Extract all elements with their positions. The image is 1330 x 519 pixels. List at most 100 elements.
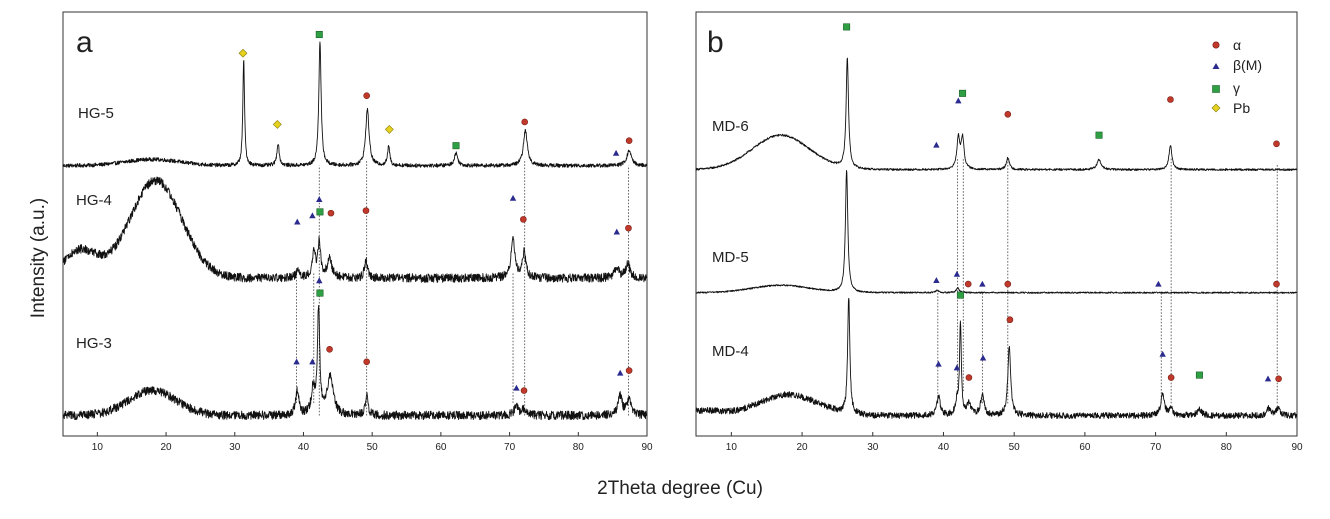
legend-beta-icon: [1212, 63, 1220, 69]
trace-md-5: [695, 169, 1298, 294]
phase-marker-beta: [513, 384, 520, 391]
phase-marker-alpha: [327, 209, 335, 217]
legend-item-pb: Pb: [1211, 100, 1250, 116]
phase-marker-pb: [238, 48, 248, 58]
x-tick-label: 40: [938, 442, 950, 453]
x-tick-label: 80: [1221, 442, 1233, 453]
phase-marker-alpha: [362, 207, 370, 214]
x-tick-label: 20: [160, 442, 172, 453]
legend-gamma-icon: [1212, 85, 1220, 93]
legend-label-pb: Pb: [1233, 100, 1250, 116]
phase-marker-alpha: [326, 345, 333, 353]
phase-marker-beta: [953, 270, 961, 277]
x-tick-label: 90: [641, 442, 653, 453]
phase-marker-alpha: [625, 224, 632, 232]
phase-marker-beta: [1155, 280, 1162, 287]
x-tick-label: 40: [298, 442, 310, 453]
x-tick-label: 70: [1150, 442, 1162, 453]
phase-marker-beta: [953, 364, 961, 371]
phase-marker-gamma: [1095, 131, 1103, 139]
phase-marker-alpha: [520, 216, 527, 223]
series-label-md-4: MD-4: [712, 343, 749, 360]
phase-marker-alpha: [1006, 316, 1014, 324]
legend-item-alpha: α: [1212, 37, 1241, 53]
series-label-hg-5: HG-5: [78, 105, 114, 122]
phase-marker-alpha: [1167, 374, 1175, 381]
series-label-md-6: MD-6: [712, 118, 749, 135]
phase-marker-beta: [316, 196, 323, 202]
phase-marker-beta: [309, 358, 316, 365]
trace-hg-5: [62, 41, 648, 168]
x-tick-label: 30: [867, 442, 879, 453]
phase-marker-alpha: [965, 374, 973, 381]
phase-marker-beta: [293, 358, 300, 365]
legend-label-beta: β(M): [1233, 57, 1262, 73]
panel-b-frame: [695, 11, 1298, 437]
x-tick-label: 10: [92, 442, 104, 453]
phase-marker-gamma: [452, 142, 460, 150]
phase-marker-alpha: [363, 358, 370, 366]
panel-b: 10 20 30 40 50 60 70 80 90 b MD-6 MD-5 MD-4 α β(…: [695, 11, 1303, 453]
panel-a-frame: [62, 11, 648, 437]
series-label-md-5: MD-5: [712, 249, 749, 266]
x-tick-label: 90: [1291, 442, 1303, 453]
phase-marker-gamma: [316, 208, 324, 216]
phase-marker-beta: [309, 212, 316, 219]
phase-marker-alpha: [520, 387, 528, 394]
phase-marker-gamma: [843, 23, 851, 31]
series-label-hg-4: HG-4: [76, 192, 112, 209]
panel-b-letter: b: [707, 26, 724, 59]
panel-b-series-labels: MD-6 MD-5 MD-4: [712, 118, 749, 360]
phase-marker-gamma: [959, 89, 967, 97]
x-tick-label: 50: [1009, 442, 1021, 453]
phase-marker-alpha: [964, 280, 972, 288]
phase-marker-beta: [1159, 350, 1166, 357]
phase-marker-alpha: [1004, 280, 1012, 288]
x-tick-label: 30: [229, 442, 241, 453]
phase-marker-beta: [979, 280, 986, 287]
phase-marker-beta: [933, 277, 940, 283]
phase-marker-alpha: [1273, 280, 1280, 288]
panel-a: 10 20 30 40 50 60 70 80 90 a HG-5 HG-4 HG-3: [62, 11, 653, 453]
legend-label-alpha: α: [1233, 37, 1241, 53]
x-tick-label: 60: [1079, 442, 1091, 453]
phase-marker-pb: [272, 120, 282, 129]
phase-marker-gamma: [315, 30, 323, 38]
legend-pb-icon: [1211, 103, 1221, 113]
trace-md-4: [695, 297, 1298, 420]
phase-marker-gamma: [956, 291, 964, 299]
phase-marker-gamma: [316, 289, 324, 297]
phase-marker-beta: [955, 97, 962, 104]
phase-marker-pb: [384, 125, 394, 134]
trace-hg-4: [62, 176, 648, 283]
phase-marker-beta: [1264, 375, 1272, 382]
legend: α β(M) γ Pb: [1211, 37, 1262, 116]
trace-hg-3: [62, 305, 648, 421]
legend-alpha-icon: [1212, 41, 1220, 49]
phase-marker-beta: [316, 277, 323, 284]
x-tick-label: 70: [504, 442, 516, 453]
phase-marker-beta: [979, 354, 987, 361]
phase-marker-alpha: [363, 92, 370, 100]
y-axis-title: Intensity (a.u.): [28, 198, 49, 318]
phase-marker-alpha: [625, 367, 633, 374]
phase-marker-beta: [613, 228, 620, 235]
phase-marker-beta: [933, 141, 940, 148]
legend-item-beta: β(M): [1212, 57, 1262, 73]
phase-marker-alpha: [1167, 96, 1174, 103]
panel-a-letter: a: [76, 26, 93, 59]
trace-md-6: [695, 57, 1298, 172]
phase-marker-alpha: [521, 118, 529, 126]
legend-label-gamma: γ: [1233, 80, 1240, 96]
series-label-hg-3: HG-3: [76, 335, 112, 352]
x-tick-label: 60: [435, 442, 447, 453]
x-tick-label: 80: [573, 442, 585, 453]
phase-marker-alpha: [1004, 110, 1012, 118]
legend-item-gamma: γ: [1212, 80, 1240, 96]
phase-marker-alpha: [625, 137, 633, 144]
x-tick-label: 20: [796, 442, 808, 453]
panel-a-plot: 10 20 30 40 50 60 70 80 90: [62, 30, 653, 453]
phase-marker-alpha: [1273, 140, 1280, 148]
panel-b-plot: 10 20 30 40 50 60 70 80 90: [695, 23, 1303, 453]
